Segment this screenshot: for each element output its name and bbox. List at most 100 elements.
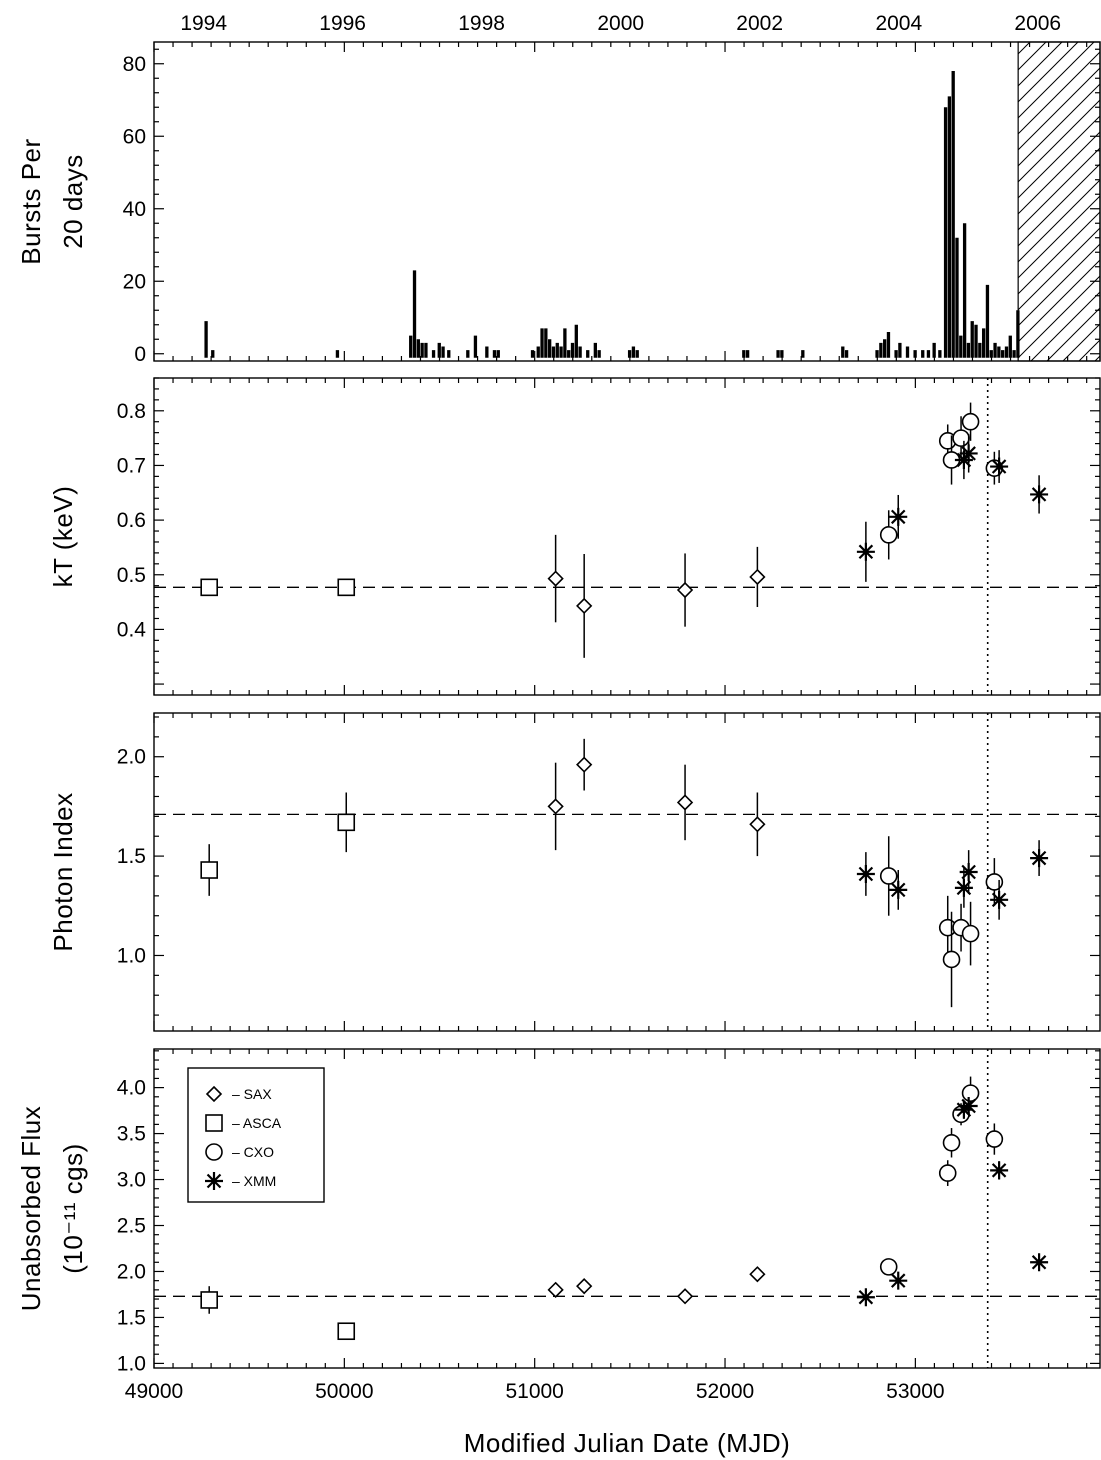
asterisk-marker-3 — [959, 863, 978, 881]
diamond-marker-3 — [749, 816, 766, 833]
histogram-bar — [593, 342, 597, 358]
circle-marker-5 — [985, 873, 1004, 891]
diamond-marker-2 — [676, 581, 694, 599]
y-tick-label: 2.0 — [117, 746, 146, 769]
histogram-bar — [780, 350, 784, 358]
histogram-bar — [540, 328, 544, 358]
circle-marker-0 — [879, 867, 898, 885]
asterisk-marker-4 — [990, 457, 1009, 476]
y-axis-label: Photon Index — [48, 792, 78, 951]
histogram-bar — [932, 342, 936, 358]
legend: – SAX – ASCA – CXO – XMM — [187, 1067, 325, 1203]
y-tick-label: 1.5 — [117, 1306, 146, 1329]
histogram-bar — [627, 350, 632, 358]
histogram-bar — [898, 342, 902, 358]
diamond-marker-0 — [547, 798, 564, 815]
histogram-bar — [966, 342, 971, 358]
histogram-bar — [959, 335, 963, 358]
histogram-bar — [1008, 335, 1012, 358]
y-tick-label: 1.5 — [117, 845, 146, 868]
histogram-bar — [586, 350, 590, 358]
asterisk-marker-0 — [856, 542, 875, 561]
histogram-bar — [938, 350, 942, 358]
histogram-bar — [905, 346, 910, 358]
histogram-bar — [485, 346, 489, 358]
histogram-bar — [574, 324, 578, 358]
y-tick-label: 0.4 — [117, 618, 147, 641]
y-axis-label: (10⁻¹¹ cgs) — [58, 1143, 88, 1273]
x-tick-label: 51000 — [505, 1380, 563, 1403]
asterisk-marker-1 — [889, 880, 908, 899]
histogram-bar — [947, 96, 952, 358]
asterisk-marker-0 — [856, 864, 875, 883]
y-tick-label: 20 — [123, 270, 146, 293]
diamond-marker-1 — [576, 756, 593, 773]
circle-marker-4 — [961, 924, 980, 943]
histogram-bar — [335, 350, 340, 358]
histogram-bar — [1001, 350, 1005, 358]
histogram-bar — [985, 284, 990, 358]
diamond-marker-2 — [676, 1288, 694, 1305]
asterisk-marker-5 — [1030, 485, 1049, 504]
histogram-bar — [635, 350, 639, 358]
histogram-bar — [424, 342, 428, 358]
year-label: 1996 — [319, 12, 366, 35]
histogram-bar — [412, 270, 417, 358]
histogram-bar — [437, 342, 441, 358]
y-tick-label: 0.7 — [117, 454, 146, 477]
diamond-marker-0 — [205, 1085, 223, 1103]
histogram-bar — [570, 342, 575, 358]
y-axis-label: kT (keV) — [48, 486, 78, 588]
x-tick-label: 52000 — [696, 1380, 754, 1403]
y-tick-label: 0.5 — [117, 564, 146, 587]
circle-marker-1 — [938, 1164, 957, 1182]
histogram-bar — [473, 335, 478, 358]
year-label: 2004 — [875, 12, 922, 35]
asterisk-marker-5 — [1030, 849, 1049, 868]
asterisk-marker-4 — [990, 890, 1009, 909]
histogram-bar — [530, 350, 535, 358]
year-label: 2006 — [1014, 12, 1061, 35]
histogram-bar — [981, 328, 986, 358]
y-tick-label: 1.0 — [117, 1352, 146, 1375]
y-tick-label: 0.6 — [117, 509, 146, 532]
square-marker-1 — [337, 813, 356, 832]
asterisk-marker-1 — [889, 507, 908, 526]
y-tick-label: 3.0 — [117, 1169, 146, 1192]
y-axis-label: Bursts Per — [16, 138, 46, 264]
asterisk-marker-5 — [1030, 1253, 1049, 1272]
histogram-bar — [551, 346, 556, 358]
year-label: 1994 — [180, 12, 227, 35]
year-label: 2002 — [736, 12, 783, 35]
kT-panel: 0.4 0.5 0.6 0.7 0.8 kT (keV) — [48, 377, 1101, 696]
y-tick-label: 1.0 — [117, 944, 146, 967]
histogram-bar — [926, 350, 931, 358]
histogram-bar — [801, 350, 805, 358]
histogram-bar — [536, 346, 540, 358]
square-marker-0 — [200, 578, 218, 597]
circle-marker-0 — [879, 526, 898, 544]
histogram-bar — [974, 324, 978, 358]
y-tick-label: 40 — [123, 198, 146, 221]
circle-marker-2 — [205, 1143, 223, 1161]
histogram-bar — [496, 350, 500, 358]
panel-frame — [153, 377, 1101, 696]
diamond-marker-3 — [749, 1266, 766, 1283]
histogram-bar — [567, 350, 571, 358]
asterisk-marker-2 — [954, 878, 973, 897]
histogram-bar — [886, 332, 891, 358]
histogram-bar — [745, 350, 750, 358]
histogram-bar — [951, 71, 955, 358]
panel-frame — [153, 41, 1101, 362]
y-tick-label: 60 — [123, 125, 146, 148]
panel-frame — [153, 712, 1101, 1032]
circle-marker-2 — [942, 1133, 961, 1152]
histogram-bar — [955, 237, 959, 358]
flux-panel: 49000 50000 51000 52000 53000 1.0 1.5 2.0 2.5 3.0… — [16, 1048, 1101, 1458]
y-tick-label: 0 — [134, 343, 146, 366]
x-axis-label: Modified Julian Date (MJD) — [464, 1428, 791, 1458]
histogram-bar — [548, 339, 552, 358]
hatched-region — [1017, 41, 1101, 362]
y-tick-label: 2.0 — [117, 1260, 146, 1283]
histogram-bar — [578, 346, 582, 358]
